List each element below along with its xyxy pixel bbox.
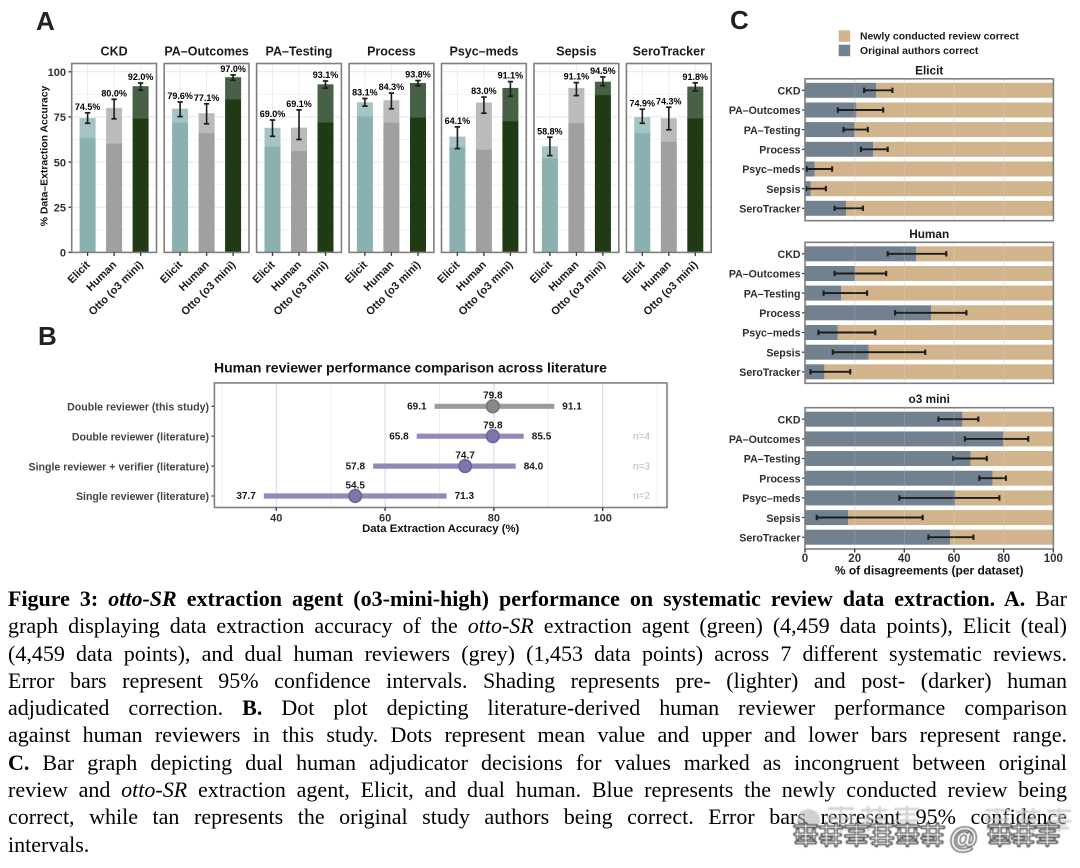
svg-text:91.1: 91.1 [562,402,582,413]
svg-text:84.3%: 84.3% [379,82,405,92]
svg-text:PA–Outcomes: PA–Outcomes [729,434,801,446]
svg-text:74.9%: 74.9% [630,98,656,108]
svg-text:91.1%: 91.1% [498,71,524,81]
svg-text:69.0%: 69.0% [260,109,286,119]
svg-text:79.8: 79.8 [483,421,503,432]
svg-text:Human: Human [909,227,949,241]
svg-text:97.0%: 97.0% [220,64,246,74]
svg-text:% of disagreements (per datase: % of disagreements (per dataset) [835,563,1024,577]
svg-text:o3 mini: o3 mini [909,392,950,406]
svg-text:SeroTracker: SeroTracker [739,204,800,216]
svg-text:20: 20 [848,553,861,565]
svg-text:60: 60 [948,553,961,565]
svg-text:PA–Testing: PA–Testing [744,454,801,466]
svg-text:Psyc–meds: Psyc–meds [742,164,800,176]
svg-text:SeroTracker: SeroTracker [739,367,800,379]
svg-text:75: 75 [54,112,66,124]
svg-text:57.8: 57.8 [346,461,366,472]
svg-text:83.1%: 83.1% [352,88,378,98]
svg-text:91.1%: 91.1% [564,72,590,82]
svg-text:100: 100 [1044,553,1063,565]
svg-text:A: A [36,6,55,36]
svg-text:SeroTracker: SeroTracker [633,45,705,59]
svg-text:Psyc–meds: Psyc–meds [742,328,800,340]
svg-text:74.3%: 74.3% [656,96,682,106]
svg-text:69.1%: 69.1% [286,99,312,109]
svg-text:PA–Outcomes: PA–Outcomes [729,105,801,117]
svg-text:CKD: CKD [101,45,128,59]
svg-text:80.0%: 80.0% [101,88,127,98]
svg-text:85.5: 85.5 [532,431,552,442]
svg-text:84.0: 84.0 [524,461,544,472]
svg-text:Newly conducted review correct: Newly conducted review correct [860,32,1019,43]
svg-text:% Data–Extraction Accuracy: % Data–Extraction Accuracy [40,86,51,227]
svg-text:Process: Process [759,473,800,485]
svg-text:SeroTracker: SeroTracker [739,532,800,544]
svg-text:92.0%: 92.0% [128,72,154,82]
svg-text:79.8: 79.8 [483,391,503,402]
svg-text:Data Extraction Accuracy (%): Data Extraction Accuracy (%) [362,523,519,535]
svg-text:93.8%: 93.8% [405,70,431,80]
svg-text:Single reviewer + verifier (li: Single reviewer + verifier (literature) [29,461,209,473]
svg-text:Elicit: Elicit [915,63,943,77]
svg-text:64.1%: 64.1% [445,116,471,126]
svg-text:60: 60 [379,513,391,525]
svg-text:65.8: 65.8 [389,431,409,442]
svg-text:71.3: 71.3 [455,491,475,502]
svg-text:PA–Testing: PA–Testing [744,288,801,300]
svg-text:91.8%: 91.8% [683,72,709,82]
svg-text:B: B [38,321,57,351]
svg-text:Human reviewer performance com: Human reviewer performance comparison ac… [214,360,607,376]
svg-text:58.8%: 58.8% [537,126,563,136]
svg-text:n=2: n=2 [633,491,650,502]
svg-text:80: 80 [997,553,1010,565]
svg-text:Double reviewer (this study): Double reviewer (this study) [67,402,209,414]
svg-text:25: 25 [54,202,66,214]
svg-text:Process: Process [759,145,800,157]
svg-text:79.6%: 79.6% [167,91,193,101]
svg-text:Sepsis: Sepsis [766,347,800,359]
svg-text:Sepsis: Sepsis [556,45,596,59]
svg-text:74.5%: 74.5% [75,102,101,112]
svg-text:40: 40 [270,513,282,525]
svg-text:Process: Process [759,308,800,320]
svg-text:C: C [730,5,749,35]
svg-text:100: 100 [48,67,66,79]
svg-text:94.5%: 94.5% [590,66,616,76]
svg-text:Psyc–meds: Psyc–meds [449,45,518,59]
svg-text:PA–Testing: PA–Testing [744,125,801,137]
svg-text:40: 40 [898,553,911,565]
svg-text:CKD: CKD [778,414,801,426]
svg-text:50: 50 [54,157,66,169]
svg-text:Single reviewer (literature): Single reviewer (literature) [76,491,209,503]
svg-text:PA–Outcomes: PA–Outcomes [164,45,249,59]
svg-text:CKD: CKD [778,86,801,98]
svg-text:n=4: n=4 [633,431,650,442]
svg-text:Sepsis: Sepsis [766,513,800,525]
svg-text:93.1%: 93.1% [313,70,339,80]
svg-text:Process: Process [367,45,416,59]
svg-text:54.5: 54.5 [345,480,365,491]
svg-text:100: 100 [594,513,612,525]
svg-text:PA–Outcomes: PA–Outcomes [729,269,801,281]
svg-text:Sepsis: Sepsis [766,184,800,196]
svg-text:69.1: 69.1 [407,402,427,413]
svg-text:80: 80 [488,513,500,525]
svg-text:0: 0 [802,553,808,565]
svg-text:37.7: 37.7 [236,491,256,502]
svg-text:Psyc–meds: Psyc–meds [742,493,800,505]
svg-text:0: 0 [60,248,66,260]
svg-text:n=3: n=3 [633,461,650,472]
svg-text:77.1%: 77.1% [194,93,220,103]
svg-text:83.0%: 83.0% [471,86,497,96]
svg-text:Original authors correct: Original authors correct [860,46,979,57]
svg-text:PA–Testing: PA–Testing [266,45,333,59]
svg-text:CKD: CKD [778,249,801,261]
svg-text:Double reviewer (literature): Double reviewer (literature) [72,431,209,443]
svg-text:74.7: 74.7 [455,451,475,462]
